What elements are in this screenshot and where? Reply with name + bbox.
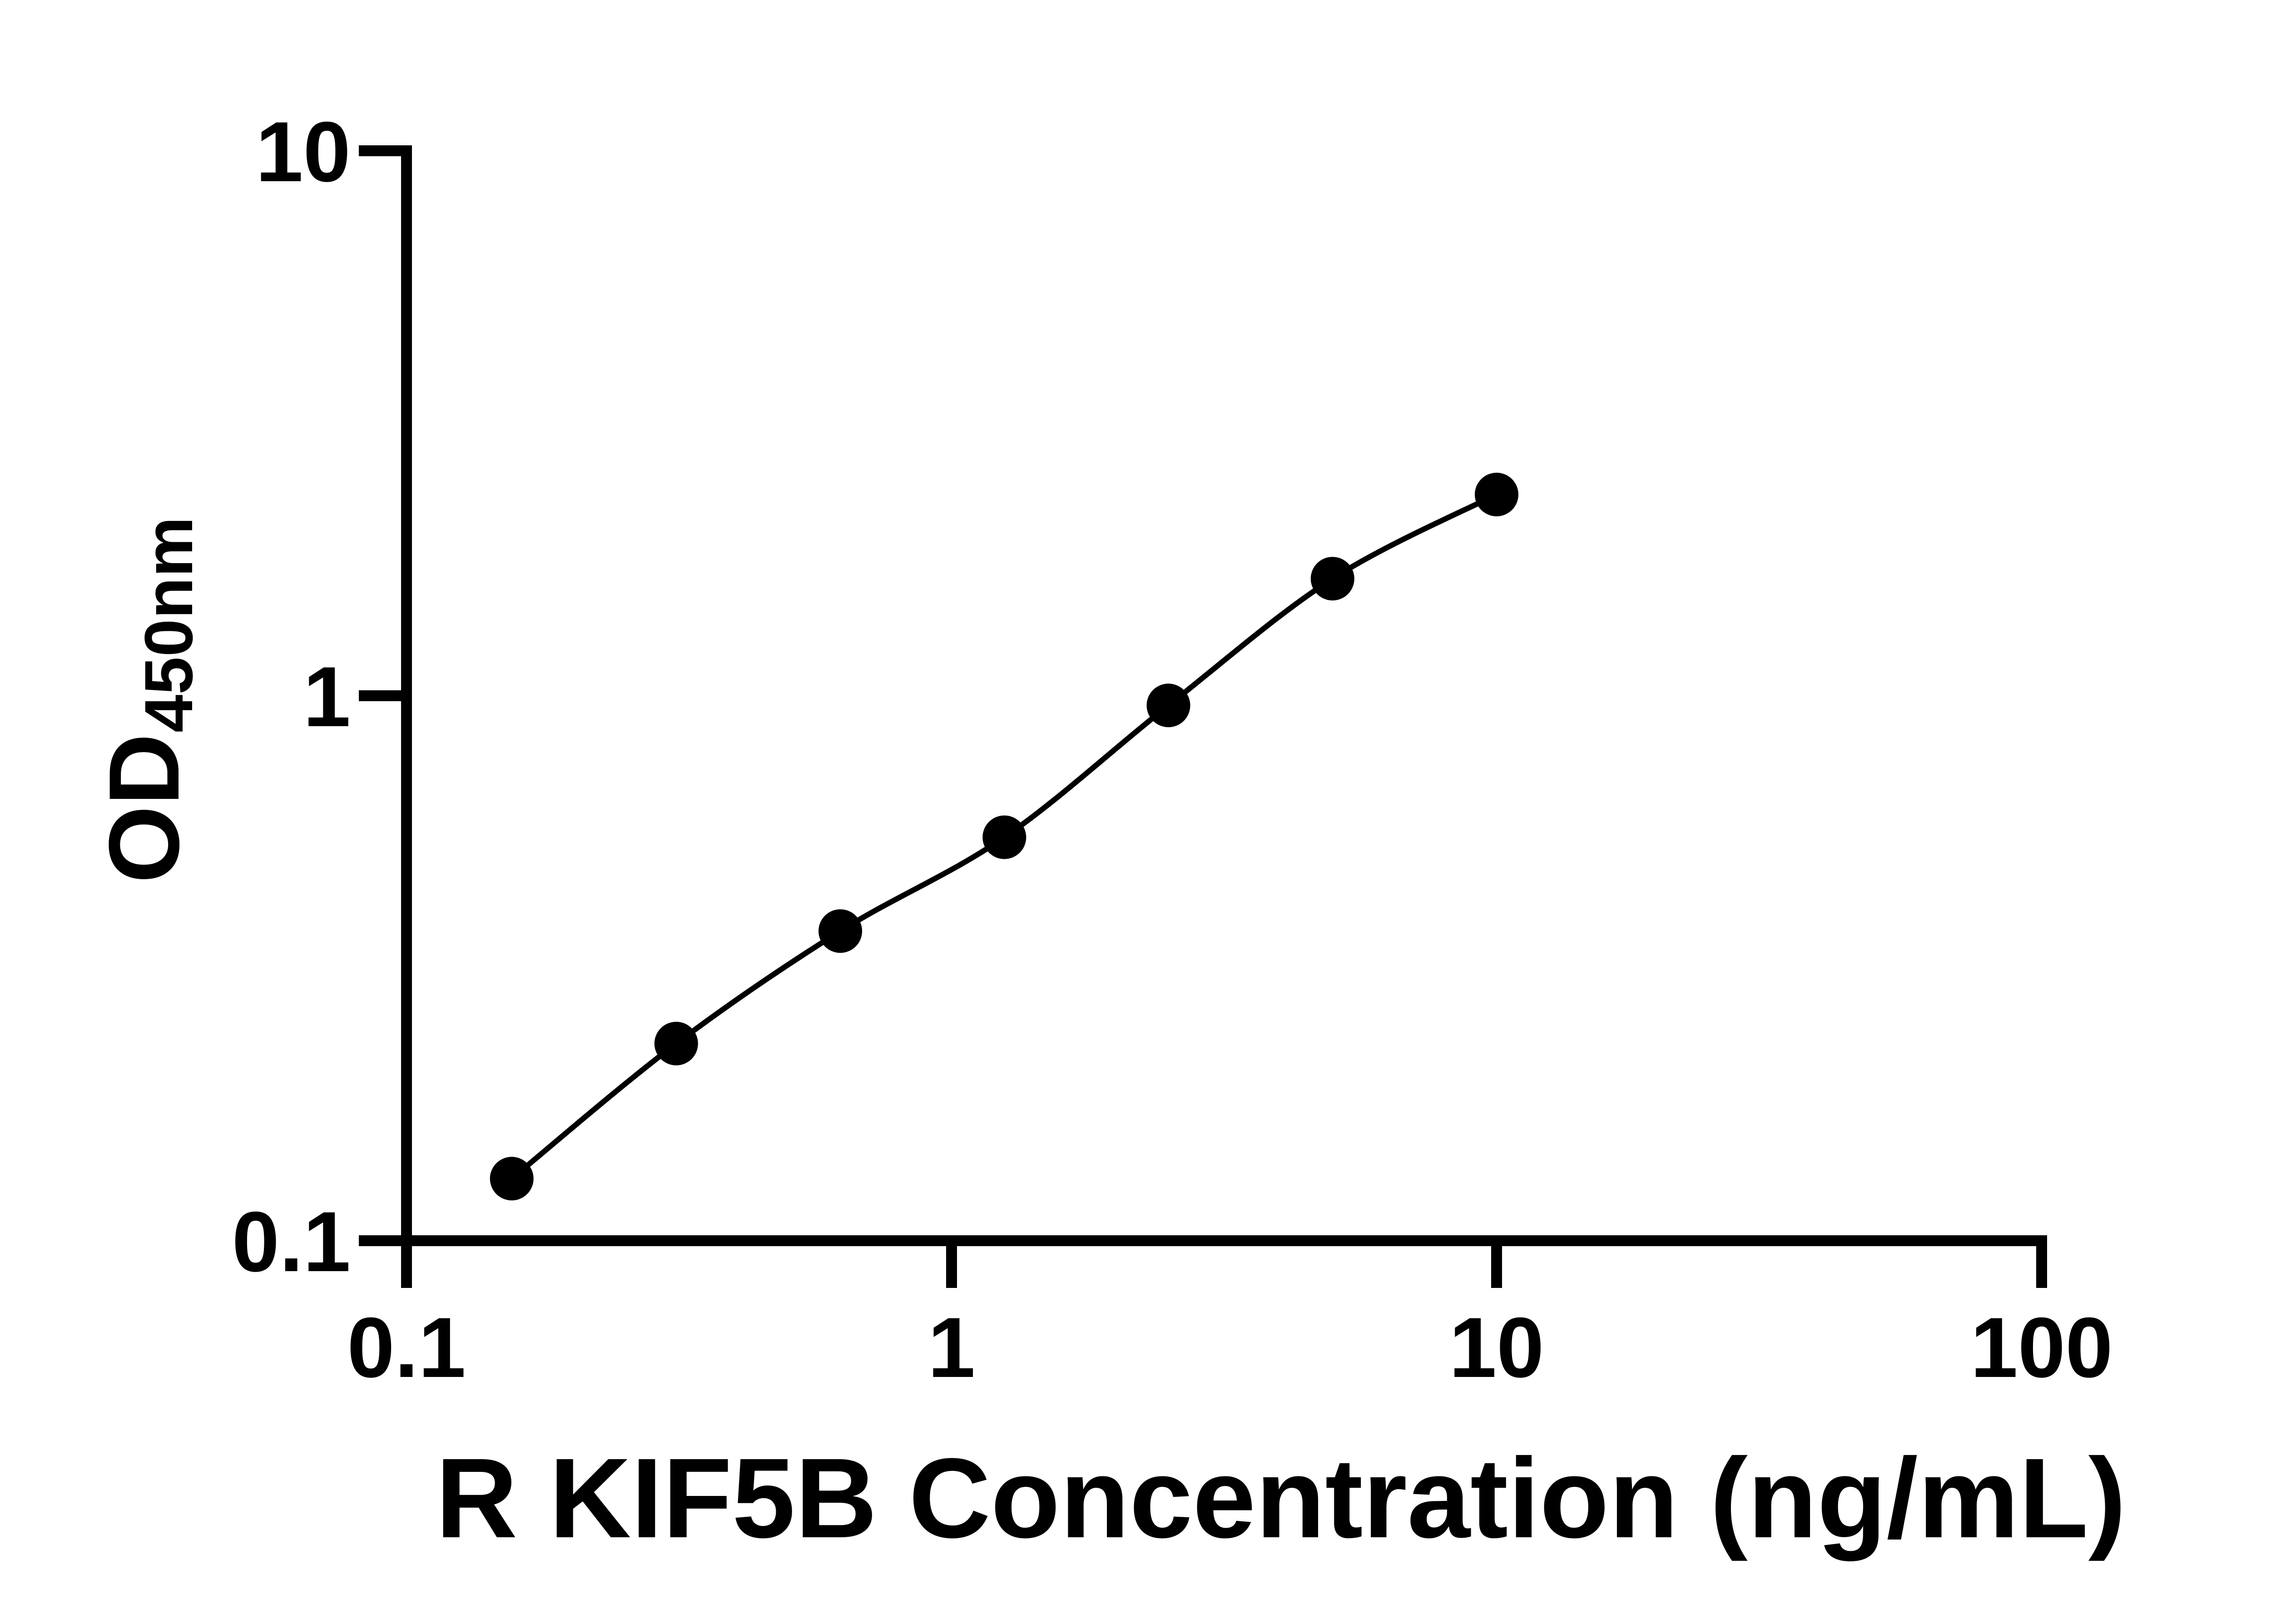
- data-point: [818, 909, 863, 953]
- x-axis-ticks: [401, 1241, 2047, 1288]
- x-tick-label: 100: [1970, 1300, 2113, 1395]
- y-axis-title-subscript: 450nm: [130, 517, 207, 733]
- y-axis-tick-labels: 0.1 1 10: [232, 104, 351, 1289]
- x-axis-tick-labels: 0.1 1 10 100: [347, 1300, 2113, 1395]
- data-point: [490, 1157, 534, 1201]
- x-axis-title: R KIF5B Concentration (ng/mL): [436, 1435, 2126, 1561]
- y-tick-label: 1: [303, 649, 351, 744]
- y-axis-title-main: OD: [88, 733, 200, 883]
- y-axis-title: OD 450nm: [88, 517, 207, 883]
- data-point: [982, 815, 1026, 859]
- data-point: [1146, 683, 1190, 728]
- data-series-layer: [490, 472, 1518, 1201]
- data-point: [1475, 472, 1518, 516]
- x-tick-label: 1: [928, 1300, 976, 1395]
- data-point: [1310, 557, 1354, 601]
- y-tick-label: 10: [256, 104, 351, 199]
- x-tick-label: 10: [1449, 1300, 1544, 1395]
- data-point: [654, 1021, 698, 1065]
- y-axis-ticks: [359, 145, 407, 1246]
- y-tick-label: 0.1: [232, 1194, 351, 1289]
- x-tick-label: 0.1: [347, 1300, 466, 1395]
